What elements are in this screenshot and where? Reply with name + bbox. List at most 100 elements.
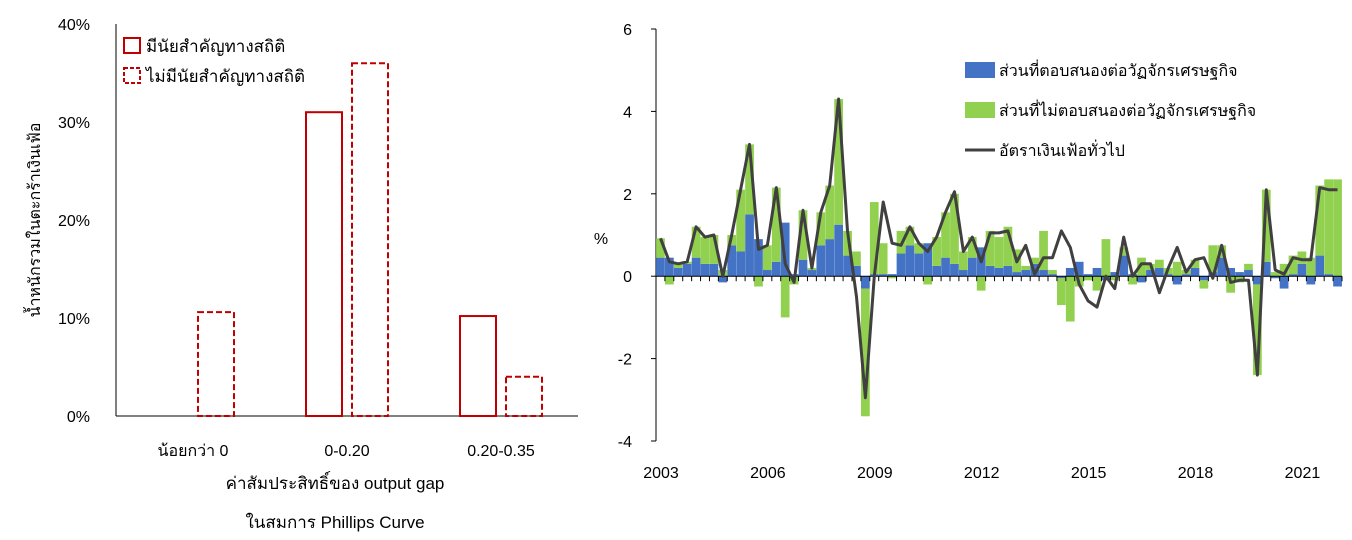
x-tick-label: 2009 (857, 465, 893, 482)
bar-segment (664, 257, 674, 277)
bar-segment (878, 274, 888, 277)
bar-segment (950, 193, 959, 264)
bar-segment (985, 230, 995, 266)
inflation-line (659, 97, 1338, 400)
bar-segment (673, 267, 683, 277)
bar-segment (1154, 259, 1164, 268)
bar-segment (1003, 265, 1013, 277)
legend-label: ส่วนที่ตอบสนองต่อวัฏจักรเศรษฐกิจ (999, 59, 1238, 80)
bar-segment (762, 245, 772, 271)
bar (197, 311, 235, 417)
bar-segment (1048, 270, 1057, 275)
bar-segment (745, 214, 754, 277)
y-tick-label: 2 (623, 187, 632, 204)
bar-segment (1190, 259, 1200, 268)
bar-segment (780, 276, 790, 318)
bar-segment (950, 263, 959, 277)
bar (305, 111, 343, 417)
bar-segment (932, 237, 942, 266)
bar-segment (869, 202, 879, 275)
x-axis-label-line2: ในสมการ Phillips Curve (245, 512, 424, 532)
bar-segment (1021, 270, 1031, 277)
bar-segment (958, 251, 968, 271)
bar (459, 315, 497, 418)
bar-segment (1065, 276, 1075, 322)
legend-label: ไม่มีนัยสำคัญทางสถิติ (144, 66, 305, 86)
bar-segment (1288, 255, 1298, 275)
bar-segment (976, 276, 986, 291)
legend-swatch (965, 102, 995, 118)
bar-segment (860, 276, 870, 289)
bar-segment (1003, 226, 1013, 266)
chart-weights-by-coefficient: 0% 10% 20% 30% 40% น้ำหนักรวมในตะกร้าเงินเฟ้อ… (23, 17, 578, 532)
bar-segment (1101, 239, 1111, 277)
bar-segment (905, 226, 915, 246)
bar-segment (780, 222, 790, 277)
bar-segment (1030, 257, 1040, 264)
bar-segment (798, 259, 808, 277)
bar-segment (664, 276, 674, 285)
bar-segment (1315, 255, 1325, 277)
y-tick-label: 40% (58, 17, 90, 34)
bar-segment (1306, 257, 1316, 277)
bar-segment (1252, 276, 1262, 285)
bar-segment (1056, 278, 1066, 306)
bar-segment (1172, 261, 1182, 277)
bar-segment (1181, 274, 1191, 277)
bar-segment (1261, 261, 1271, 277)
bar-segment (771, 187, 781, 262)
bar-segment (1021, 265, 1031, 271)
bar-segment (1306, 276, 1316, 285)
bar-segment (1270, 276, 1280, 279)
bar-segment (1279, 276, 1289, 289)
bar-segment (1244, 270, 1253, 277)
bar-segment (1199, 280, 1209, 289)
legend-swatch (123, 67, 141, 84)
bar-segment (816, 212, 826, 246)
bar-segment (1039, 230, 1048, 271)
bar-segment (700, 263, 710, 277)
bar-segment (1261, 189, 1271, 262)
legend-label: อัตราเงินเฟ้อทั่วไป (999, 139, 1125, 160)
x-tick-label: 0.20-0.35 (467, 443, 535, 460)
bar-segment (754, 276, 763, 287)
y-tick-label: -2 (618, 352, 632, 369)
bar-segment (1244, 263, 1253, 271)
bar-segment (994, 237, 1004, 268)
bar-segment (914, 253, 924, 277)
bar-segment (923, 243, 933, 277)
bar-segment (887, 276, 897, 279)
bar-segment (1324, 274, 1334, 277)
bar-segment (1092, 276, 1102, 291)
bar-segment (1083, 274, 1093, 277)
bar-segment (700, 237, 710, 264)
bar-segment (1333, 179, 1342, 277)
bar-segment (914, 243, 924, 254)
bar (505, 375, 543, 417)
bar-segment (1119, 247, 1129, 256)
bar-segment (709, 263, 719, 277)
bar-segment (834, 224, 844, 277)
bar-segment (896, 253, 906, 277)
bar-segment (887, 274, 897, 277)
bar-segment (1146, 270, 1155, 277)
bar-segment (941, 212, 950, 258)
bar-segment (709, 235, 719, 264)
bar-segment (673, 263, 683, 268)
bar-segment (1208, 245, 1218, 273)
bar-segment (967, 257, 977, 277)
x-tick-label: 2018 (1178, 465, 1214, 482)
bar-segment (1297, 251, 1307, 264)
bar-segment (1039, 270, 1048, 277)
bar-segment (1056, 276, 1066, 279)
x-tick-label: 2021 (1285, 465, 1321, 482)
y-tick-label: 30% (58, 115, 90, 132)
bar (351, 62, 389, 417)
bar-segment (1092, 267, 1102, 277)
bar-segment (798, 210, 808, 260)
bar-segment (1324, 179, 1334, 275)
bar-segment (1199, 276, 1209, 281)
bar-segment (994, 267, 1004, 277)
x-tick-label: 0-0.20 (324, 443, 369, 460)
